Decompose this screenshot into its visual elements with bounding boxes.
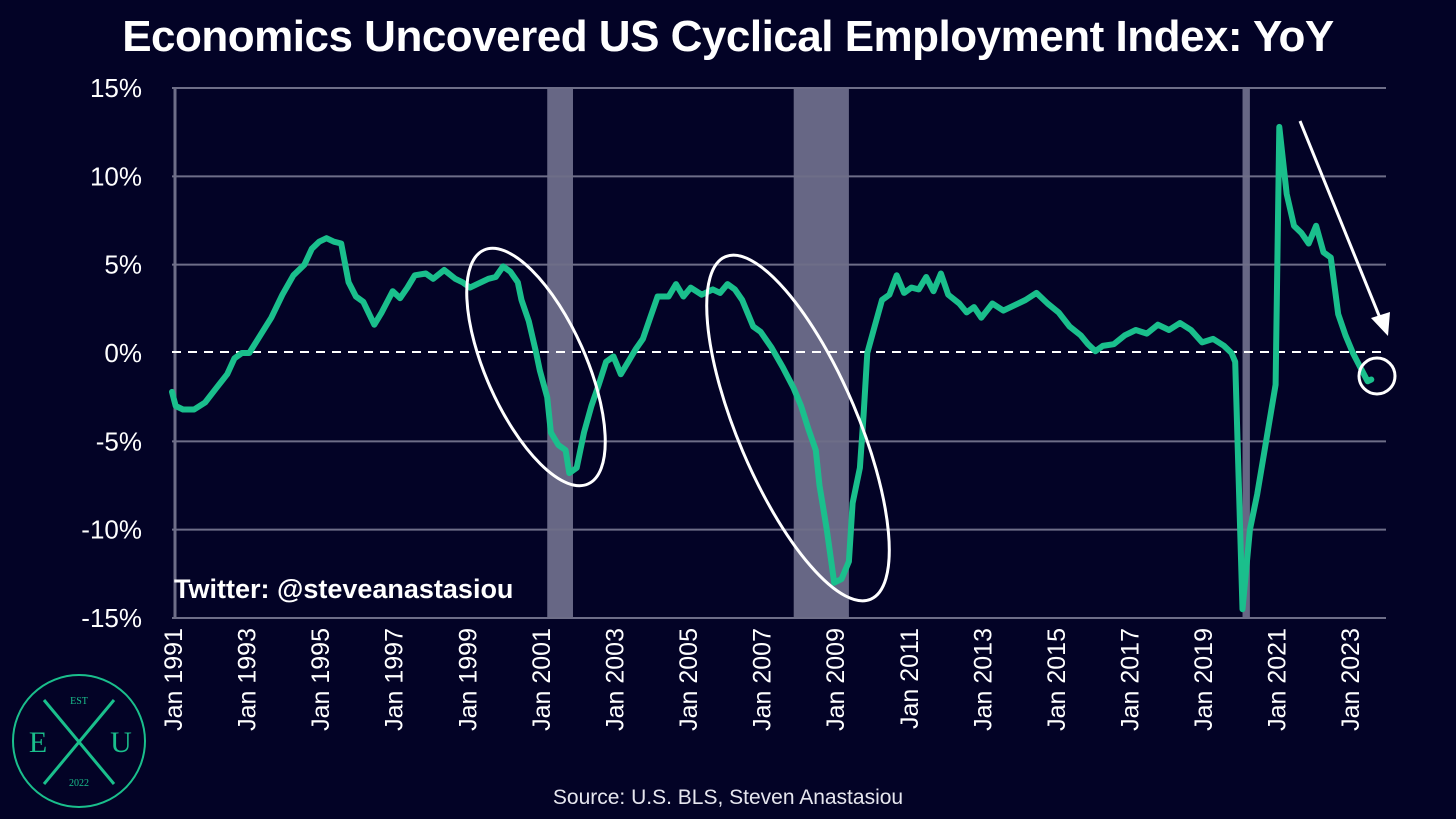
- annotation-arrow-head: [1371, 312, 1390, 336]
- annotations: [465, 120, 1397, 603]
- y-tick-label: 0%: [104, 338, 142, 368]
- series-line: [169, 123, 1375, 613]
- economics-uncovered-logo: EST E U 2022: [8, 670, 150, 812]
- x-tick-label: Jan 2017: [1116, 628, 1144, 731]
- y-axis-tick-labels: 15% 10% 5% 0% -5% -10% -15%: [81, 73, 142, 633]
- y-tick-label: 10%: [90, 161, 142, 191]
- x-tick-label: Jan 1991: [160, 628, 188, 731]
- x-tick-label: Jan 2023: [1337, 628, 1365, 731]
- x-tick-label: Jan 2011: [896, 628, 924, 729]
- annotation-ellipse-2008: [705, 253, 891, 603]
- y-tick-label: -10%: [81, 515, 142, 545]
- logo-emblem: EST E U 2022: [12, 674, 146, 808]
- x-tick-label: Jan 2007: [749, 628, 777, 731]
- annotation-arrow-shaft: [1298, 120, 1382, 319]
- source-note: Source: U.S. BLS, Steven Anastasiou: [552, 786, 904, 809]
- x-tick-label: Jan 2009: [822, 628, 850, 731]
- x-tick-label: Jan 2019: [1190, 628, 1218, 731]
- logo-year: 2022: [69, 778, 89, 789]
- x-tick-label: Jan 2001: [528, 628, 556, 731]
- twitter-credit: Twitter: @steveanastasiou: [174, 574, 513, 604]
- x-tick-label: Jan 1993: [234, 628, 262, 731]
- logo-letter-u: U: [110, 726, 132, 759]
- logo-est: EST: [70, 696, 88, 707]
- x-tick-label: Jan 2013: [969, 628, 997, 731]
- y-tick-label: -5%: [96, 426, 142, 456]
- x-tick-label: Jan 2005: [675, 628, 703, 731]
- x-tick-label: Jan 1999: [454, 628, 482, 731]
- x-tick-label: Jan 2003: [601, 628, 629, 731]
- annotation-ellipse-2001: [465, 246, 607, 488]
- y-tick-label: 5%: [104, 250, 142, 280]
- chart-title: Economics Uncovered US Cyclical Employme…: [122, 12, 1334, 61]
- annotation-circle-latest: [1357, 356, 1397, 396]
- x-tick-label: Jan 1995: [307, 628, 335, 731]
- x-tick-label: Jan 1997: [381, 628, 409, 731]
- x-axis-tick-labels: Jan 1991 Jan 1993 Jan 1995 Jan 1997 Jan 1999…: [160, 628, 1365, 731]
- gridlines: [172, 87, 1386, 619]
- series-layer: [169, 123, 1375, 613]
- x-tick-label: Jan 2015: [1043, 628, 1071, 731]
- logo-letter-e: E: [29, 726, 47, 759]
- y-tick-label: -15%: [81, 603, 142, 633]
- y-tick-label: 15%: [90, 73, 142, 103]
- x-tick-label: Jan 2021: [1264, 628, 1292, 731]
